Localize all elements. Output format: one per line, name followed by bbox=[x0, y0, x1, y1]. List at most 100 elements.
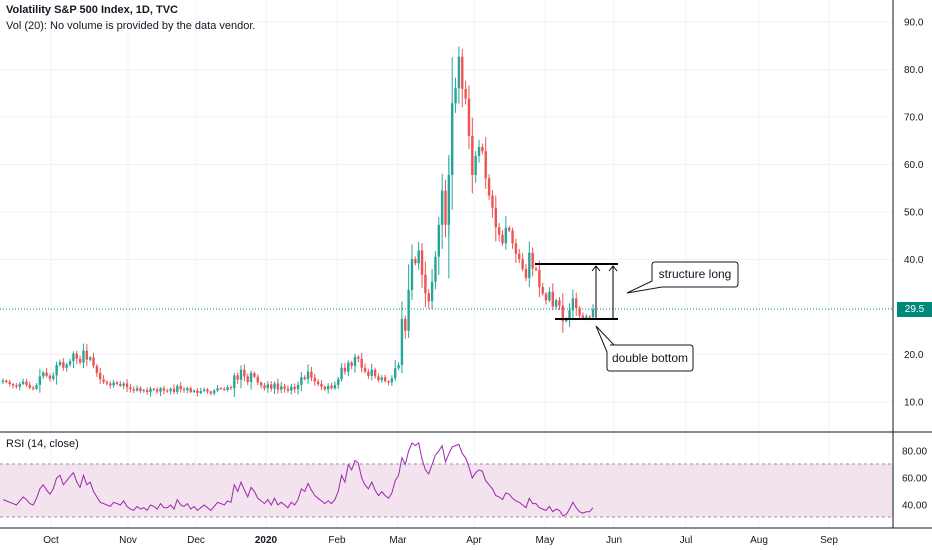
candle bbox=[320, 380, 323, 391]
candle bbox=[152, 387, 156, 392]
candle bbox=[591, 304, 595, 320]
price-tick-8: 10.0 bbox=[904, 398, 924, 409]
price-tick-4: 50.0 bbox=[904, 208, 924, 219]
candle bbox=[464, 80, 467, 105]
candle bbox=[380, 374, 384, 383]
candle bbox=[85, 343, 89, 366]
candle bbox=[501, 230, 504, 246]
candle bbox=[514, 238, 518, 263]
candle bbox=[99, 368, 102, 384]
time-tick-7: May bbox=[536, 535, 555, 546]
rsi-line[interactable] bbox=[2, 442, 594, 517]
candle bbox=[266, 381, 270, 393]
candle bbox=[196, 388, 199, 397]
drawing-arrows[interactable] bbox=[591, 265, 618, 318]
candle bbox=[253, 371, 256, 379]
candle bbox=[521, 253, 524, 272]
price-tick-1: 80.0 bbox=[904, 65, 924, 76]
candle bbox=[390, 375, 394, 386]
candle bbox=[75, 351, 78, 365]
last-price-badge: 29.5 bbox=[897, 302, 932, 317]
candle bbox=[474, 151, 477, 183]
time-tick-10: Aug bbox=[750, 535, 768, 546]
candle bbox=[477, 139, 481, 163]
candle bbox=[534, 266, 538, 272]
candle bbox=[394, 360, 397, 382]
candle bbox=[471, 117, 474, 194]
time-tick-11: Sep bbox=[820, 535, 838, 546]
price-axis[interactable]: 90.080.070.060.050.040.030.020.010.0 bbox=[904, 18, 924, 409]
candle bbox=[437, 217, 440, 275]
drawing-structure-lines[interactable] bbox=[535, 263, 618, 320]
callout-double-bottom[interactable]: double bottom bbox=[595, 325, 694, 372]
price-tick-5: 40.0 bbox=[904, 255, 924, 266]
candle bbox=[310, 366, 313, 382]
candle bbox=[159, 386, 162, 397]
candle bbox=[142, 388, 145, 393]
rsi-legend[interactable]: RSI (14, close) bbox=[6, 438, 79, 450]
candle bbox=[548, 287, 551, 303]
rsi-axis[interactable]: 80.00 60.00 40.00 bbox=[902, 447, 927, 512]
candle bbox=[467, 85, 471, 150]
volume-legend[interactable]: Vol (20): No volume is provided by the d… bbox=[6, 20, 256, 32]
candle bbox=[494, 195, 497, 242]
candle bbox=[226, 384, 229, 392]
candle bbox=[417, 241, 420, 270]
price-tick-2: 70.0 bbox=[904, 113, 924, 124]
candle bbox=[179, 382, 182, 393]
candle bbox=[504, 216, 508, 250]
rsi-tick-2: 40.00 bbox=[902, 501, 927, 512]
candle bbox=[481, 143, 484, 155]
price-tick-0: 90.0 bbox=[904, 18, 924, 29]
candle bbox=[223, 386, 226, 392]
candle bbox=[192, 389, 196, 393]
callout-structure-long[interactable]: structure long bbox=[626, 261, 739, 294]
candle bbox=[444, 179, 447, 238]
candle bbox=[202, 387, 206, 392]
candle bbox=[343, 363, 347, 375]
candle bbox=[38, 368, 42, 393]
price-tick-7: 20.0 bbox=[904, 350, 924, 361]
candle bbox=[507, 225, 511, 233]
time-tick-0: Oct bbox=[43, 535, 59, 546]
candle bbox=[199, 387, 202, 395]
candle bbox=[11, 382, 15, 389]
candle bbox=[31, 385, 35, 391]
rsi-tick-0: 80.00 bbox=[902, 447, 927, 458]
candle bbox=[316, 379, 320, 387]
candle bbox=[554, 298, 558, 310]
candle bbox=[95, 364, 99, 377]
candle bbox=[347, 360, 350, 377]
chart-title[interactable]: Volatility S&P 500 Index, 1D, TVC bbox=[6, 4, 178, 16]
candle bbox=[333, 381, 337, 390]
candle bbox=[169, 387, 172, 395]
candle bbox=[25, 378, 28, 387]
time-tick-1: Nov bbox=[119, 535, 137, 546]
candle bbox=[387, 380, 390, 386]
time-tick-9: Jul bbox=[680, 535, 693, 546]
candle bbox=[156, 387, 159, 394]
candle bbox=[357, 355, 360, 363]
time-axis[interactable]: Oct Nov Dec 2020 Feb Mar Apr May Jun Jul Aug Sep bbox=[43, 535, 838, 546]
candle bbox=[427, 289, 430, 309]
candle bbox=[484, 137, 487, 189]
candle bbox=[296, 381, 300, 395]
candle bbox=[568, 303, 571, 327]
rsi-band bbox=[0, 464, 893, 517]
candle bbox=[135, 385, 139, 392]
candle bbox=[330, 382, 333, 390]
candle bbox=[397, 362, 400, 371]
candle bbox=[233, 372, 236, 398]
candle bbox=[404, 315, 407, 339]
candle bbox=[246, 373, 249, 386]
candlestick-series[interactable] bbox=[1, 46, 595, 398]
candle bbox=[300, 371, 303, 392]
candle bbox=[5, 379, 8, 384]
time-tick-8: Jun bbox=[606, 535, 622, 546]
candle bbox=[538, 260, 541, 298]
candle bbox=[8, 379, 11, 387]
candle bbox=[145, 387, 149, 395]
candle bbox=[216, 384, 219, 392]
candle bbox=[236, 372, 239, 384]
